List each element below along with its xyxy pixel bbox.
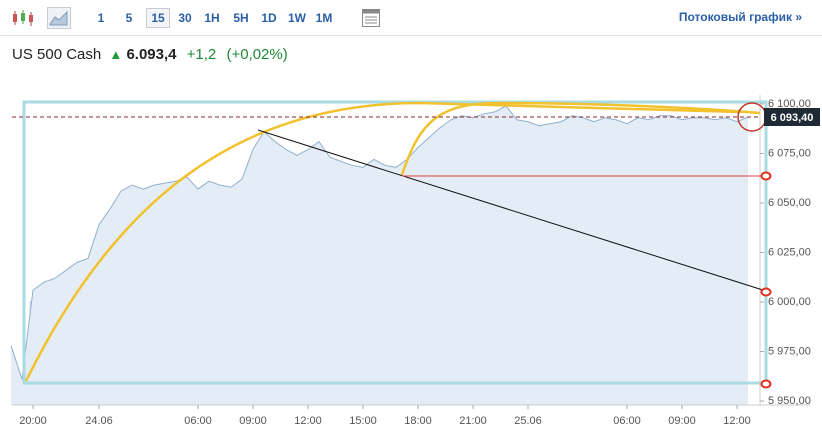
- y-tick-label: 5 950,00: [768, 395, 811, 407]
- x-tick-label: 18:00: [404, 415, 432, 427]
- interval-button[interactable]: 30: [178, 11, 192, 25]
- interval-button[interactable]: 5: [125, 11, 133, 25]
- interval-button[interactable]: 1: [97, 11, 105, 25]
- y-tick-label: 6 000,00: [768, 296, 811, 308]
- change-percent: (+0,02%): [226, 46, 288, 63]
- change: +1,2: [186, 46, 217, 63]
- drawn-curve: [400, 101, 761, 176]
- table-icon[interactable]: [361, 8, 381, 28]
- x-tick-label: 12:00: [723, 415, 751, 427]
- x-tick-label: 15:00: [349, 415, 377, 427]
- x-tick-label: 09:00: [668, 415, 696, 427]
- y-tick-label: 6 050,00: [768, 197, 811, 209]
- x-tick-label: 20:00: [19, 415, 47, 427]
- watermark-suffix: .com: [130, 303, 167, 322]
- drawings: [22, 100, 772, 389]
- watermark-brand: Investing: [28, 297, 138, 325]
- drawn-trendline: [257, 129, 767, 292]
- y-tick-label: 6 075,00: [768, 147, 811, 159]
- interval-button[interactable]: 1W: [288, 11, 306, 25]
- interval-button[interactable]: 5H: [233, 11, 249, 25]
- area-icon[interactable]: [47, 7, 71, 29]
- area-fill: [11, 105, 748, 406]
- price-line: [10, 105, 749, 380]
- y-tick-label: 5 975,00: [768, 345, 811, 357]
- handle: [760, 379, 772, 389]
- x-tick-label: 24.06: [85, 415, 113, 427]
- x-tick-label: 06:00: [613, 415, 641, 427]
- interval-button[interactable]: 1H: [204, 11, 220, 25]
- up-arrow: ▲: [109, 47, 123, 62]
- interval-button[interactable]: 1D: [261, 11, 277, 25]
- drawn-rectangle: [22, 100, 768, 385]
- plot-area: [12, 95, 760, 405]
- price-tag-label: 6 093,40: [771, 112, 814, 124]
- x-tick-label: 25.06: [514, 415, 542, 427]
- handle: [760, 287, 772, 297]
- instrument: US 500 Cash: [12, 46, 102, 63]
- streaming-link[interactable]: Потоковый график »: [678, 10, 802, 24]
- x-tick-label: 12:00: [294, 415, 322, 427]
- candle-icon[interactable]: [10, 8, 36, 28]
- quote-header: US 500 Cash ▲ 6.093,4 +1,2 (+0,02%): [12, 46, 288, 63]
- interval-button[interactable]: 15: [146, 8, 170, 28]
- x-tick-label: 09:00: [239, 415, 267, 427]
- interval-button[interactable]: 1M: [315, 11, 333, 25]
- y-tick-label: 6 100,00: [768, 98, 811, 110]
- x-tick-label: 06:00: [184, 415, 212, 427]
- toolbar: 1 5 15 30 1H 5H 1D 1W 1M Потоковый график »: [0, 0, 822, 36]
- y-tick-label: 6 025,00: [768, 246, 811, 258]
- price-tag: [764, 107, 820, 126]
- handle: [760, 171, 772, 181]
- x-tick-label: 21:00: [459, 415, 487, 427]
- price: 6.093,4: [126, 46, 177, 63]
- highlight-circle: [737, 102, 767, 132]
- drawn-curve: [24, 101, 741, 382]
